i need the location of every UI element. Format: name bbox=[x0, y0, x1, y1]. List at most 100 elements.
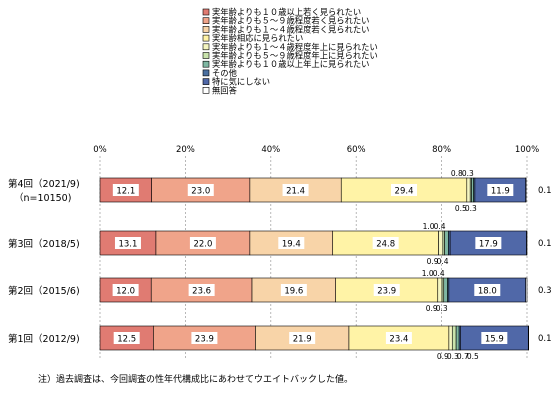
value-box-0-1 bbox=[187, 184, 214, 196]
bar-segment-2-4 bbox=[437, 277, 443, 303]
value-box-2-1 bbox=[188, 284, 215, 296]
bar-segment-2-2 bbox=[251, 277, 337, 303]
value-label-3-2: 21.9 bbox=[293, 335, 312, 345]
value-box-2-0 bbox=[112, 284, 139, 296]
legend-label-9: 無回答 bbox=[212, 85, 238, 95]
small-label-above-1-0: 1.0 bbox=[423, 222, 435, 231]
bar-segment-0-6 bbox=[471, 177, 474, 203]
value-box-1-8 bbox=[475, 237, 502, 249]
small-label-above-2-0: 1.0 bbox=[422, 269, 434, 278]
bar-segment-2-9 bbox=[525, 277, 528, 303]
small-label-below-3-2: 0.7 bbox=[457, 352, 469, 361]
value-box-0-2 bbox=[282, 184, 309, 196]
outside-label-1: 0.1 bbox=[538, 239, 552, 249]
category-label-3: 第1回（2012/9) bbox=[8, 333, 80, 345]
legend-swatch-5 bbox=[202, 52, 210, 59]
value-label-0-2: 21.4 bbox=[286, 187, 305, 197]
value-label-3-3: 23.4 bbox=[389, 335, 408, 345]
value-box-3-0 bbox=[113, 332, 140, 344]
legend-label-4: 実年齢よりも１～４歳程度年上に見られたい bbox=[212, 42, 378, 52]
bars: 第4回（2021/9) （n=10150) 12.1 23.0 21.4 29.4 11.9… bbox=[8, 169, 552, 361]
category-label-2: 第2回（2015/6) bbox=[8, 285, 80, 297]
bar-segment-2-8 bbox=[448, 277, 527, 303]
value-label-3-8: 15.9 bbox=[485, 335, 504, 345]
value-label-0-8: 11.9 bbox=[491, 187, 510, 197]
legend: 実年齢よりも１０歳以上若く見られたい実年齢よりも５～９歳程度若く見られたい実年齢… bbox=[202, 7, 378, 95]
small-label-below-1-1: 0.4 bbox=[437, 257, 449, 266]
value-label-1-3: 24.8 bbox=[376, 240, 395, 250]
bar-segment-0-4 bbox=[466, 177, 471, 203]
value-box-3-3 bbox=[385, 332, 412, 344]
value-box-2-2 bbox=[280, 284, 307, 296]
bar-segment-1-4 bbox=[438, 230, 444, 256]
category-label-1: 第3回（2018/5) bbox=[8, 238, 80, 250]
legend-swatch-6 bbox=[202, 60, 210, 68]
bar-segment-3-6 bbox=[455, 325, 460, 351]
outside-label-2: 0.3 bbox=[538, 286, 552, 296]
value-label-2-3: 23.9 bbox=[377, 287, 396, 297]
legend-label-5: 実年齢よりも５～９歳程度年上に見られたい bbox=[212, 51, 378, 61]
value-label-0-3: 29.4 bbox=[395, 187, 414, 197]
value-box-1-1 bbox=[189, 237, 216, 249]
legend-swatch-8 bbox=[202, 78, 210, 85]
legend-label-7: その他 bbox=[212, 68, 237, 78]
x-tick-label-4: 80% bbox=[432, 145, 451, 155]
value-box-0-8 bbox=[487, 184, 514, 196]
small-label-above-2-1: 0.4 bbox=[433, 269, 445, 278]
value-box-1-2 bbox=[278, 237, 305, 249]
value-box-0-3 bbox=[391, 184, 418, 196]
legend-label-0: 実年齢よりも１０歳以上若く見られたい bbox=[212, 7, 361, 17]
x-tick-label-5: 100% bbox=[515, 145, 539, 155]
small-label-below-0-0: 0.5 bbox=[455, 204, 467, 213]
value-label-2-2: 19.6 bbox=[284, 287, 303, 297]
value-box-1-3 bbox=[372, 237, 399, 249]
legend-label-8: 特に気にしない bbox=[212, 77, 270, 87]
legend-label-3: 実年齢相応に見られたい bbox=[212, 33, 303, 43]
legend-swatch-9 bbox=[202, 87, 210, 94]
value-label-2-8: 18.0 bbox=[478, 287, 497, 297]
value-label-1-8: 17.9 bbox=[479, 240, 498, 250]
value-label-0-0: 12.1 bbox=[116, 187, 135, 197]
value-box-2-3 bbox=[373, 284, 400, 296]
outside-label-0: 0.1 bbox=[538, 186, 552, 196]
value-box-2-8 bbox=[474, 284, 501, 296]
small-label-below-0-1: 0.3 bbox=[465, 204, 477, 213]
value-label-1-0: 13.1 bbox=[118, 240, 137, 250]
legend-swatch-1 bbox=[202, 17, 210, 25]
category-sublabel-0: （n=10150) bbox=[14, 192, 71, 204]
value-box-0-0 bbox=[112, 184, 139, 196]
x-tick-label-0: 0% bbox=[93, 145, 107, 155]
bar-segment-3-4 bbox=[448, 325, 453, 351]
value-label-1-2: 19.4 bbox=[282, 240, 301, 250]
legend-swatch-0 bbox=[202, 8, 210, 16]
value-label-0-1: 23.0 bbox=[191, 187, 210, 197]
legend-label-1: 実年齢よりも５～９歳程度若く見られたい bbox=[212, 16, 369, 26]
small-label-below-3-0: 0.9 bbox=[437, 352, 449, 361]
legend-label-6: 実年齢よりも１０歳以上年上に見られたい bbox=[212, 59, 369, 69]
small-label-below-3-3: 0.5 bbox=[467, 352, 479, 361]
category-label-0: 第4回（2021/9) bbox=[8, 178, 80, 190]
bar-segment-1-6 bbox=[444, 230, 449, 256]
value-label-1-1: 22.0 bbox=[193, 240, 212, 250]
legend-swatch-3 bbox=[202, 34, 210, 42]
small-label-above-1-1: 0.4 bbox=[434, 222, 446, 231]
value-label-3-0: 12.5 bbox=[117, 335, 136, 345]
legend-swatch-2 bbox=[202, 26, 210, 33]
outside-label-3: 0.1 bbox=[538, 334, 552, 344]
x-tick-label-2: 40% bbox=[261, 145, 280, 155]
small-label-below-1-0: 0.9 bbox=[427, 257, 439, 266]
small-label-below-2-0: 0.9 bbox=[426, 304, 438, 313]
value-box-3-8 bbox=[481, 332, 508, 344]
value-label-2-1: 23.6 bbox=[192, 287, 211, 297]
bar-segment-2-6 bbox=[443, 277, 448, 303]
value-box-3-1 bbox=[191, 332, 218, 344]
small-label-below-2-1: 0.3 bbox=[436, 304, 448, 313]
small-label-above-0-0: 0.8 bbox=[451, 169, 463, 178]
x-tick-label-1: 20% bbox=[176, 145, 195, 155]
legend-label-2: 実年齢よりも１～４歳程度若く見られたい bbox=[212, 24, 369, 34]
value-box-1-0 bbox=[114, 237, 141, 249]
value-box-3-2 bbox=[289, 332, 316, 344]
small-label-above-0-1: 0.3 bbox=[462, 169, 474, 178]
value-label-3-1: 23.9 bbox=[195, 335, 214, 345]
